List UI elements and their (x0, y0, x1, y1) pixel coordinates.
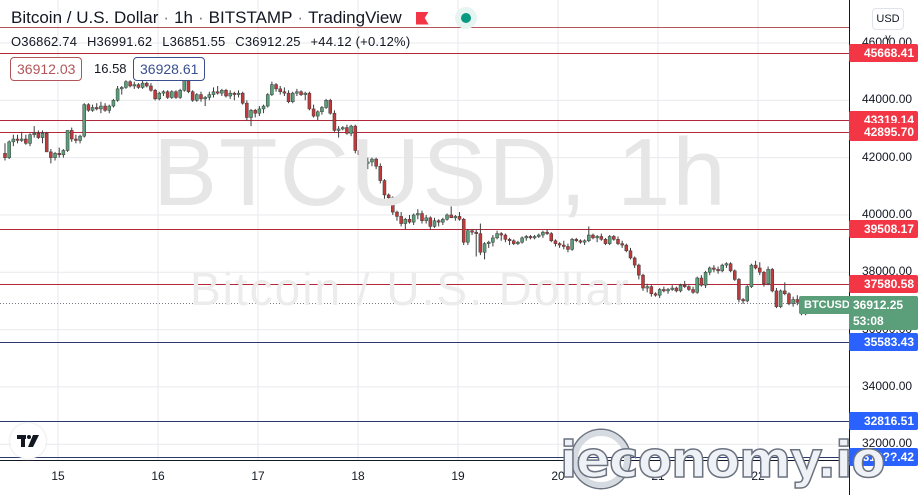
support-level-label: 32816.51 (849, 411, 918, 430)
resistance-level-label: 39508.17 (849, 220, 918, 239)
sell-price-button[interactable]: 36912.03 (10, 57, 83, 81)
price-tick-label: 34000.00 (862, 378, 913, 393)
time-tick-label: 20 (551, 469, 565, 483)
ohlc-values: O36862.74 H36991.62 L36851.55 C36912.25 … (11, 34, 416, 49)
support-level-label: 316??.42 (849, 447, 918, 466)
open-value: O36862.74 (11, 34, 78, 49)
time-tick-label: 21 (651, 469, 665, 483)
price-tick-label: 44000.00 (862, 92, 913, 107)
currency-dropdown[interactable]: USD ˅ (872, 8, 904, 45)
separator: · (197, 8, 204, 27)
resistance-level-label: 45668.41 (849, 43, 918, 62)
exchange: BITSTAMP (208, 8, 293, 27)
ieconomy-logo-icon (572, 430, 630, 488)
separator: · (297, 8, 304, 27)
description-watermark: Bitcoin / U.S. Dollar (190, 263, 631, 315)
close-value: C36912.25 (235, 34, 301, 49)
price-tick-label: 42000.00 (862, 149, 913, 164)
price-tick-label: 38000.00 (862, 264, 913, 279)
change-value: +44.12 (+0.12%) (310, 34, 411, 49)
spread-value: 16.58 (94, 61, 127, 76)
price-tick-label: 40000.00 (862, 206, 913, 221)
bar-countdown: 53:08 (853, 314, 884, 328)
resistance-level-label: 42895.70 (849, 122, 918, 141)
symbol-watermark: BTCUSD, 1h (153, 119, 728, 226)
market-status-icon[interactable] (454, 7, 477, 29)
symbol-price-tag: BTCUSD (799, 296, 855, 314)
time-tick-label: 15 (51, 469, 65, 483)
high-value: H36991.62 (86, 34, 153, 49)
support-level-label: 35583.43 (849, 332, 918, 351)
price-tick-label: 32000.00 (862, 436, 913, 451)
resistance-level-label: 37580.58 (849, 275, 918, 294)
time-tick-label: 16 (151, 469, 165, 483)
tv-glyph-icon (17, 435, 39, 447)
time-tick-label: 19 (451, 469, 465, 483)
source: TradingView (308, 8, 402, 27)
tradingview-logo-icon[interactable] (10, 423, 46, 459)
interval[interactable]: 1h (174, 8, 193, 27)
separator: · (163, 8, 170, 27)
ieconomy-watermark: ieconomy.io (559, 431, 886, 489)
flag-icon[interactable] (415, 11, 429, 25)
time-tick-label: 18 (351, 469, 365, 483)
symbol-name[interactable]: Bitcoin / U.S. Dollar (11, 8, 159, 27)
last-price-value: 36912.25 (853, 298, 904, 312)
low-value: L36851.55 (162, 34, 226, 49)
time-tick-label: 17 (251, 469, 265, 483)
time-tick-label: 22 (751, 469, 765, 483)
buy-price-button[interactable]: 36928.61 (133, 57, 206, 81)
last-price-label: 36912.25 53:08 (849, 296, 918, 330)
chart-title: Bitcoin / U.S. Dollar · 1h · BITSTAMP · … (11, 7, 477, 29)
